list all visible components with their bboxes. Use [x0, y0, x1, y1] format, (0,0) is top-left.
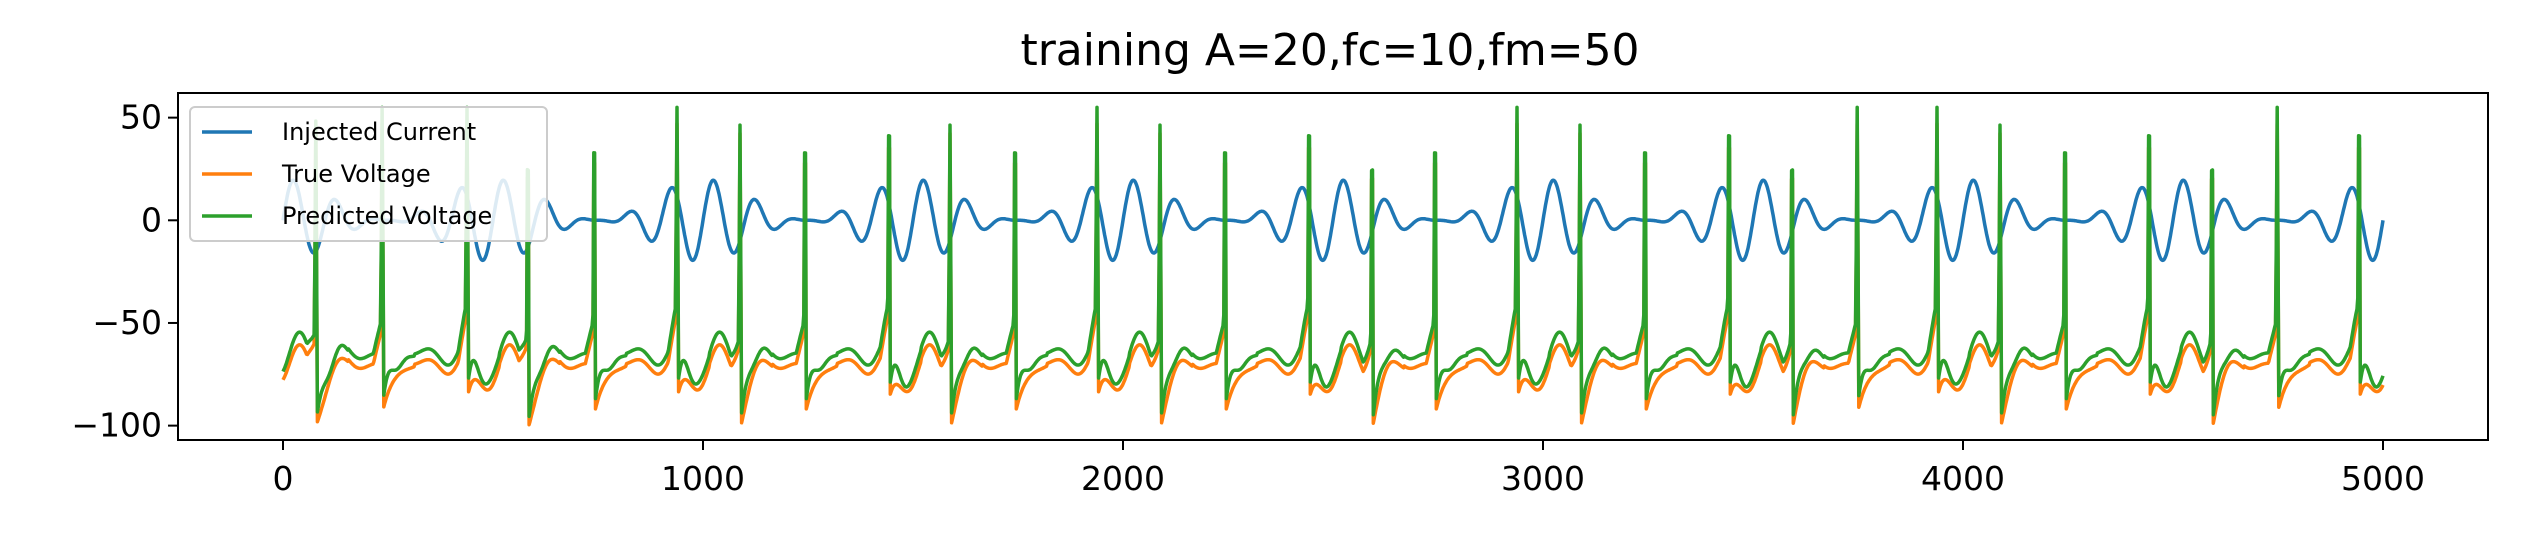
- legend-label: Injected Current: [282, 118, 476, 146]
- legend-label: True Voltage: [281, 160, 431, 188]
- x-tick-label: 3000: [1501, 459, 1585, 498]
- y-tick-label: −100: [71, 406, 162, 445]
- legend: Injected Current True Voltage Predicted Vo…: [189, 106, 548, 242]
- series-true-voltage: [281, 122, 2385, 427]
- y-tick-label: −50: [92, 303, 162, 342]
- chart-title: training A=20,fc=10,fm=50: [1020, 25, 1639, 76]
- legend-box: [189, 106, 548, 242]
- y-tick-label: 0: [141, 200, 162, 239]
- series-injected-current: [281, 178, 2385, 263]
- x-tick-label: 1000: [661, 459, 745, 498]
- plot-frame: [177, 92, 2489, 441]
- legend-label: Predicted Voltage: [282, 202, 492, 230]
- x-tick-label: 2000: [1081, 459, 1165, 498]
- x-tick-label: 0: [273, 459, 294, 498]
- series-layer: [281, 105, 2385, 427]
- axes-layer: 0 1000 2000 3000 4000 5000 50 0 −50 −100: [71, 92, 2489, 498]
- x-tick-label: 5000: [2341, 459, 2425, 498]
- x-tick-label: 4000: [1921, 459, 2005, 498]
- series-predicted-voltage: [281, 105, 2385, 419]
- y-tick-label: 50: [120, 98, 162, 137]
